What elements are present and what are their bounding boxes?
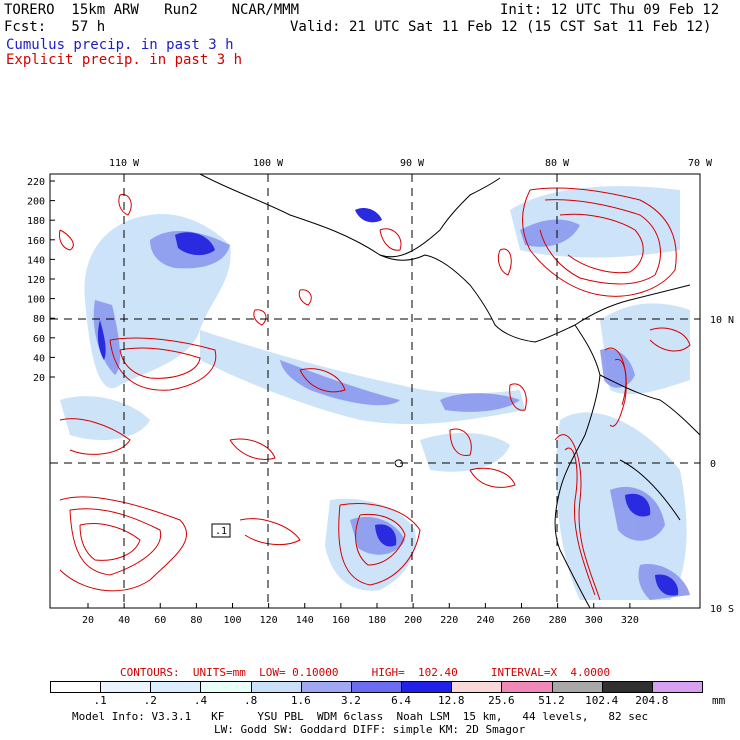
x-tick-label: 60	[154, 615, 166, 626]
valid-time: Valid: 21 UTC Sat 11 Feb 12 (15 CST Sat …	[290, 19, 712, 35]
contour-label-box	[211, 523, 231, 538]
colorbar-swatch	[451, 681, 503, 693]
x-tick-label: 320	[621, 615, 639, 626]
y-tick-label: 180	[27, 216, 45, 227]
colorbar-swatch	[651, 681, 703, 693]
x-tick-label: 120	[260, 615, 278, 626]
y-tick-label: 40	[33, 353, 45, 364]
colorbar-label: .4	[193, 694, 208, 707]
y-tick-label: 100	[27, 295, 45, 306]
x-tick-label: 20	[82, 615, 94, 626]
contours-info: CONTOURS: UNITS=mm LOW= 0.10000 HIGH= 10…	[120, 666, 611, 679]
y-tick-label: 140	[27, 255, 45, 266]
x-tick-label: 300	[585, 615, 603, 626]
colorbar-swatch	[50, 681, 102, 693]
axis-layer: 110 W 100 W 90 W 80 W 70 W 10 N 0 10 S 220 200 180…	[27, 158, 734, 626]
y-tick-label: 160	[27, 236, 45, 247]
legend-cumulus: Cumulus precip. in past 3 h	[6, 37, 234, 53]
lat-label: 0	[710, 459, 716, 470]
x-tick-label: 260	[512, 615, 530, 626]
lat-label: 10 S	[710, 604, 734, 615]
coastline	[199, 174, 700, 608]
graticule	[50, 174, 700, 608]
x-tick-label: 240	[476, 615, 494, 626]
model-title: TORERO 15km ARW Run2 NCAR/MMM	[4, 2, 300, 18]
x-tick-label: 180	[368, 615, 386, 626]
colorbar-label: 25.6	[488, 694, 515, 707]
y-tick-label: 20	[33, 373, 45, 384]
x-tick-label: 160	[332, 615, 350, 626]
init-time: Init: 12 UTC Thu 09 Feb 12	[500, 2, 720, 18]
x-tick-label: 280	[549, 615, 567, 626]
x-tick-label: 40	[118, 615, 130, 626]
colorbar-label: 6.4	[391, 694, 411, 707]
lon-label: 100 W	[253, 158, 284, 169]
colorbar-swatch	[551, 681, 603, 693]
lon-label: 80 W	[545, 158, 570, 169]
x-tick-label: 100	[223, 615, 241, 626]
colorbar-label: 102.4	[585, 694, 619, 707]
contour-label: .1	[215, 526, 227, 537]
lon-label: 110 W	[109, 158, 140, 169]
colorbar-label: .8	[243, 694, 258, 707]
x-tick-label: 200	[404, 615, 422, 626]
y-tick-label: 60	[33, 334, 45, 345]
x-tick-label: 80	[190, 615, 202, 626]
colorbar-label: 12.8	[437, 694, 465, 707]
colorbar-swatch	[350, 681, 403, 693]
colorbar-label: 3.2	[340, 694, 361, 707]
explicit-contours	[59, 187, 691, 601]
colorbar-swatch	[501, 681, 553, 693]
lon-label: 70 W	[688, 158, 713, 169]
colorbar-unit: mm	[712, 694, 726, 707]
colorbar-swatch	[401, 681, 453, 693]
legend-explicit: Explicit precip. in past 3 h	[6, 52, 243, 68]
plot-frame	[49, 173, 701, 609]
y-tick-label: 220	[27, 177, 45, 188]
y-tick-label: 120	[27, 275, 45, 286]
colorbar-label: 1.6	[290, 694, 311, 707]
physics-info: LW: Godd SW: Goddard DIFF: simple KM: 2D…	[214, 723, 526, 736]
colorbar-swatch	[250, 681, 302, 693]
colorbar-label: .1	[93, 694, 107, 707]
y-tick-label: 200	[27, 197, 45, 208]
colorbar-swatch	[100, 681, 152, 693]
y-tick-label: 80	[33, 314, 45, 325]
lat-label: 10 N	[710, 315, 734, 326]
colorbar-swatch	[300, 681, 352, 693]
colorbar-label: .2	[143, 694, 157, 707]
forecast-hour: Fcst: 57 h	[4, 19, 106, 35]
colorbar-swatch	[150, 681, 202, 693]
x-tick-label: 140	[296, 615, 314, 626]
colorbar-label: 51.2	[538, 694, 565, 707]
x-tick-label: 220	[440, 615, 458, 626]
lon-label: 90 W	[400, 158, 425, 169]
colorbar-swatch	[200, 681, 252, 693]
colorbar-label: 204.8	[635, 694, 669, 707]
colorbar-swatch	[601, 681, 653, 693]
cumulus-heavy-shading	[97, 208, 679, 596]
model-info: Model Info: V3.3.1 KF YSU PBL WDM 6class…	[72, 710, 649, 723]
